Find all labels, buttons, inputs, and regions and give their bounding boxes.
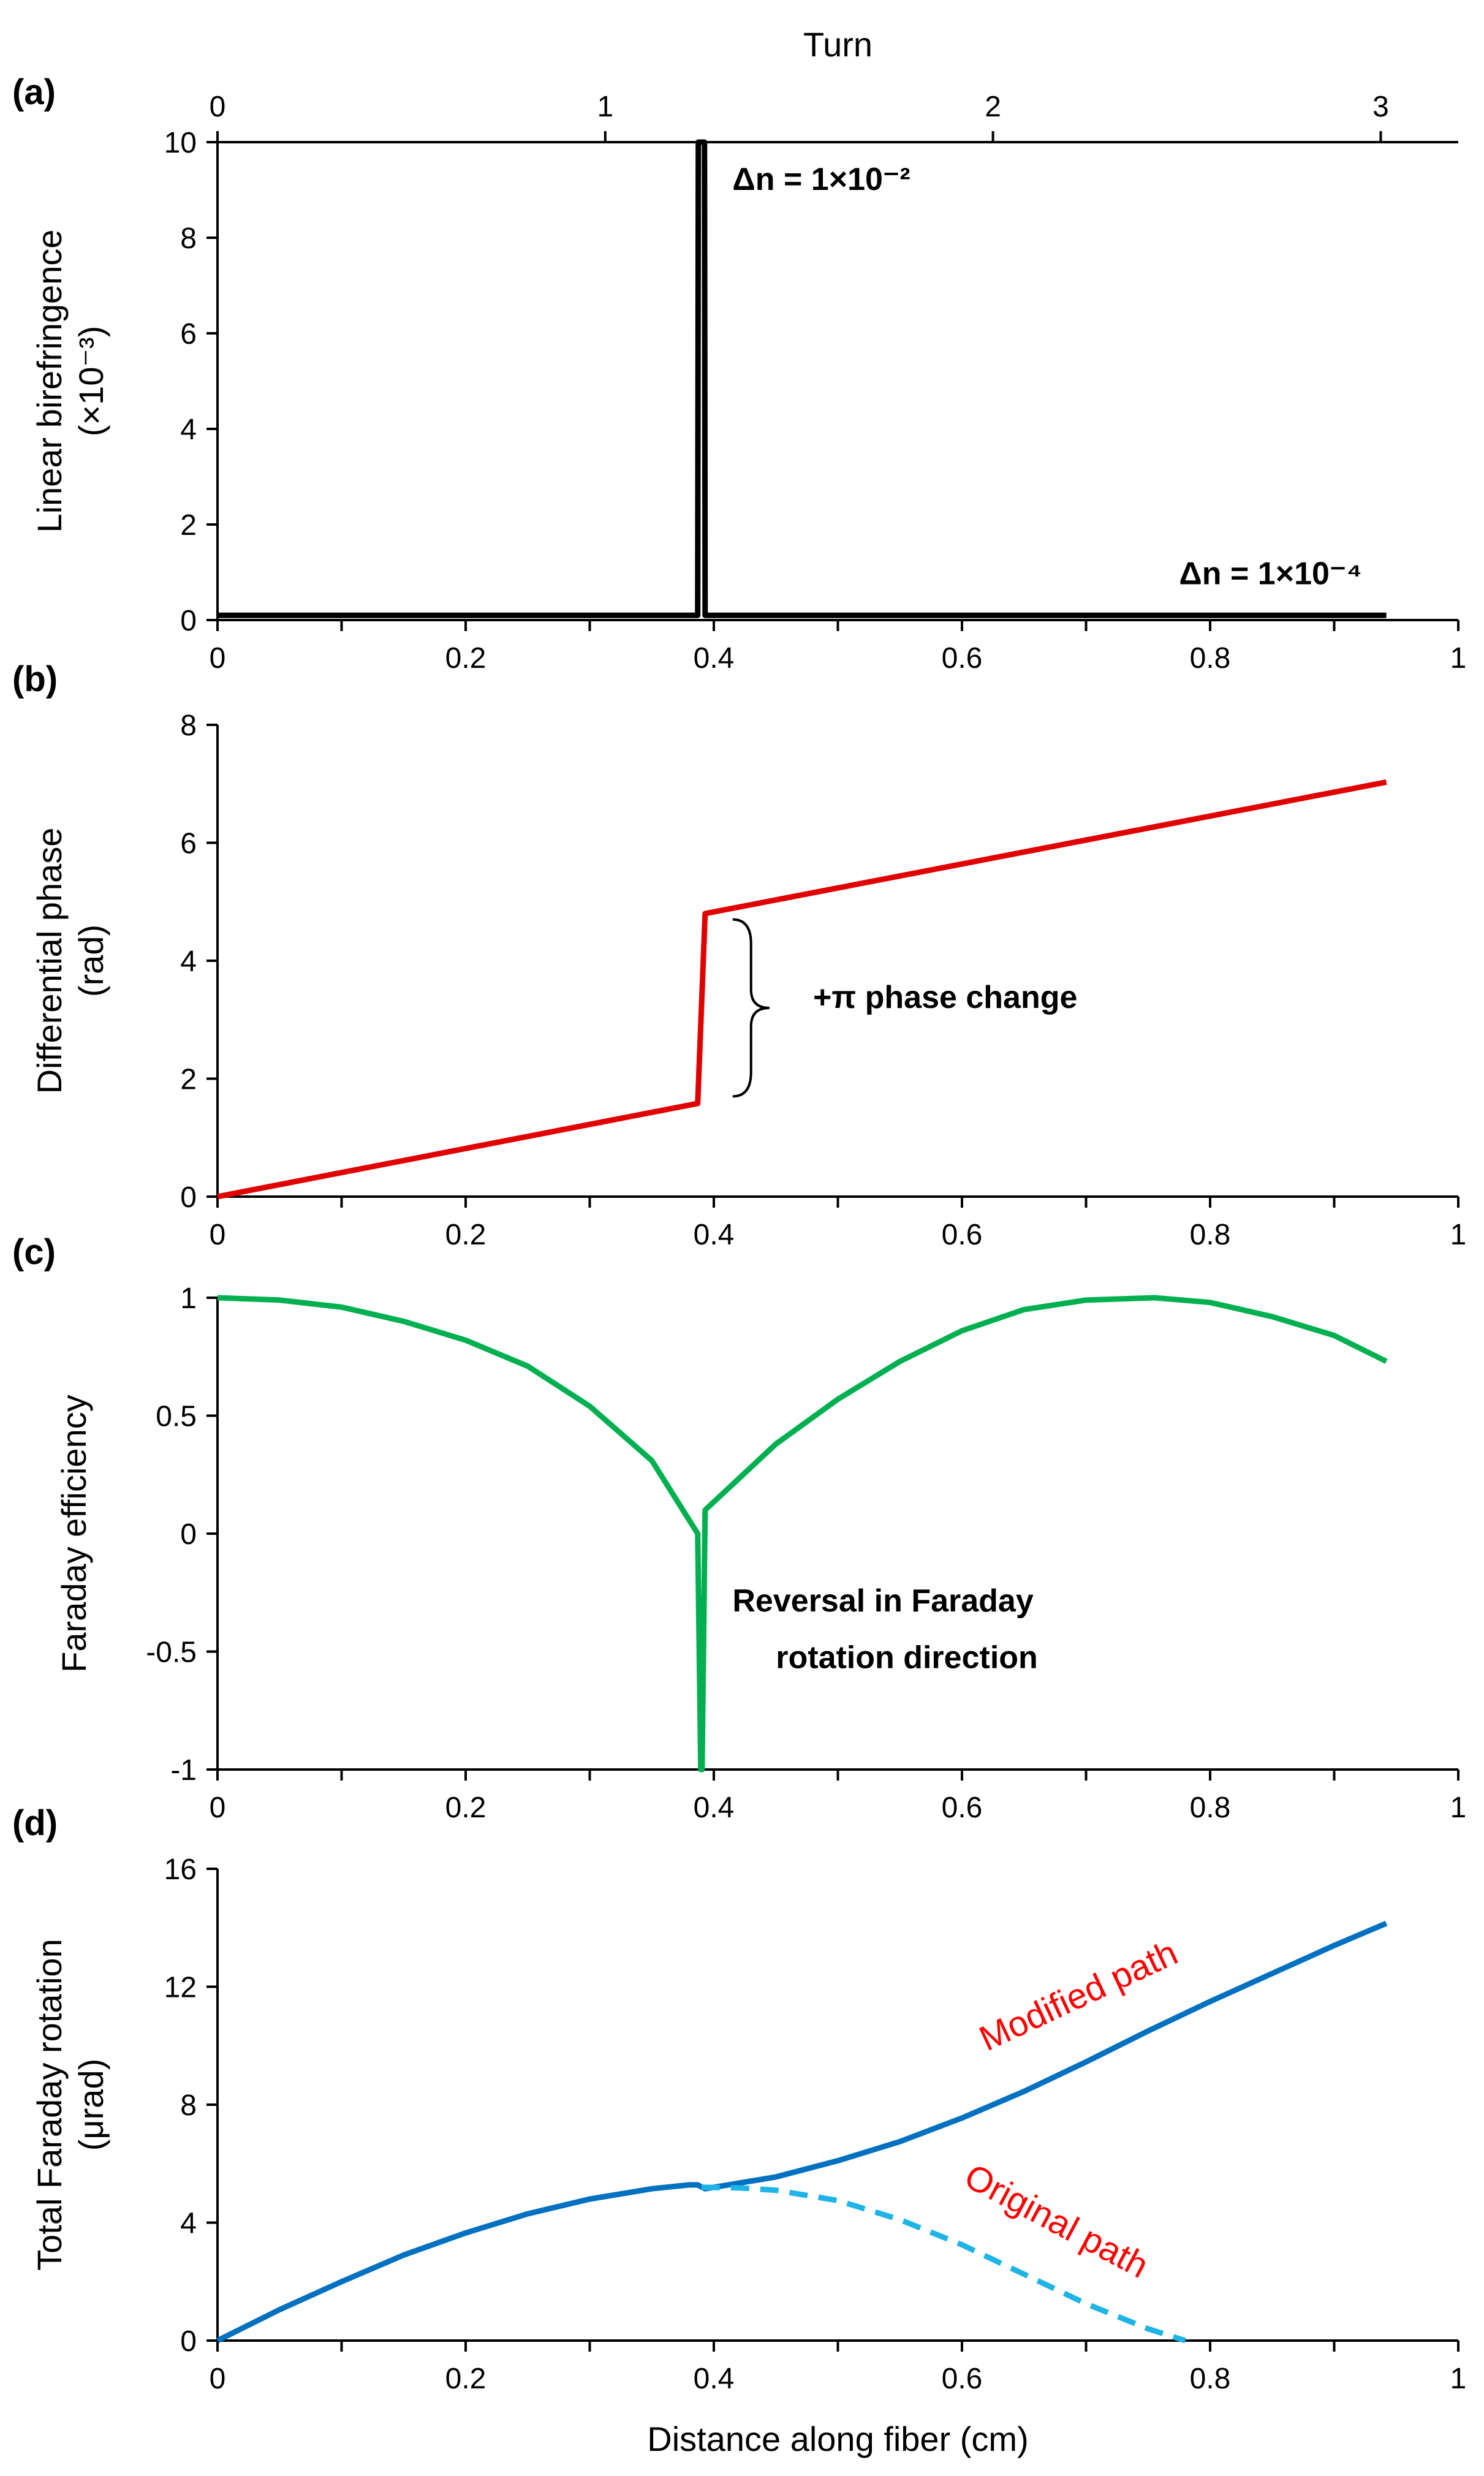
panel-b: (b) 0 2 4 6 8 0 0.2 0.4 0.6 0.8 1 Differential phase… — [12, 659, 1466, 1251]
y-tick-label-b: 6 — [180, 828, 197, 860]
series-line-differential-phase — [217, 779, 1387, 1200]
y-tick-label-d: 0 — [180, 2325, 197, 2358]
y-tick-label-a: 4 — [180, 414, 197, 446]
top-tick-label: 1 — [597, 91, 613, 123]
x-tick-label-c: 0 — [210, 1792, 226, 1824]
x-tick-label-c: 0.4 — [694, 1792, 735, 1824]
series-line-modified-path — [216, 1920, 1388, 2344]
x-tick-label-d: 0 — [210, 2363, 226, 2395]
y-tick-label-c: 0.5 — [156, 1401, 197, 1433]
annotation-c: rotation direction — [776, 1640, 1038, 1675]
y-tick-label-a: 8 — [180, 222, 197, 255]
annotation-a: Δn = 1×10⁻² — [732, 162, 910, 197]
x-tick-label-d: 0.2 — [445, 2363, 486, 2395]
y-axis-title-a: Linear birefringence — [30, 230, 69, 533]
x-tick-label-a: 0.2 — [445, 642, 486, 675]
panel-d: (d) 0 4 8 12 16 0 0.2 0.4 0.6 0.8 1 Total Faraday ro… — [12, 1803, 1466, 2458]
y-tick-label-a: 10 — [164, 127, 197, 159]
y-tick-label-a: 0 — [180, 605, 197, 637]
panel-label-b: (b) — [12, 659, 58, 699]
y-axis-title-d: (μrad) — [72, 2059, 110, 2151]
x-tick-label-a: 0 — [210, 642, 226, 675]
series-line-birefringence — [218, 139, 1387, 618]
x-axis-title: Distance along fiber (cm) — [647, 2420, 1028, 2458]
y-tick-label-c: -0.5 — [146, 1637, 197, 1669]
y-tick-label-b: 8 — [180, 710, 197, 742]
y-axis-title-c: Faraday efficiency — [55, 1395, 93, 1672]
x-tick-label-b: 0.6 — [942, 1219, 983, 1251]
x-tick-label-d: 0.8 — [1190, 2363, 1231, 2395]
y-axis-title-b: (rad) — [72, 925, 110, 997]
y-tick-label-a: 2 — [180, 509, 197, 542]
x-tick-label-c: 0.6 — [942, 1792, 983, 1824]
x-tick-label-c: 0.8 — [1190, 1792, 1231, 1824]
y-tick-label-d: 16 — [164, 1853, 197, 1886]
x-tick-label-a: 0.4 — [694, 642, 735, 675]
phase-change-brace — [732, 918, 770, 1098]
x-tick-label-b: 0.2 — [445, 1219, 486, 1251]
annotation-b: +π phase change — [813, 980, 1077, 1015]
y-axis-title-a: (×10⁻³) — [72, 326, 110, 437]
y-tick-label-d: 4 — [180, 2208, 197, 2240]
top-tick-label: 0 — [210, 91, 226, 123]
y-tick-label-a: 6 — [180, 318, 197, 350]
x-tick-label-a: 0.6 — [942, 642, 983, 675]
x-tick-label-b: 0 — [210, 1219, 226, 1251]
y-tick-label-b: 0 — [180, 1181, 197, 1214]
x-tick-label-b: 0.8 — [1190, 1219, 1231, 1251]
panel-label-d: (d) — [12, 1803, 58, 1843]
x-tick-label-b: 0.4 — [694, 1219, 735, 1251]
x-tick-label-d: 0.4 — [694, 2363, 735, 2395]
y-tick-label-b: 2 — [180, 1064, 197, 1096]
x-tick-label-d: 0.6 — [942, 2363, 983, 2395]
annotation-c: Reversal in Faraday — [732, 1583, 1033, 1619]
series-line-faraday-efficiency — [217, 1295, 1388, 1773]
series-line-original-path — [701, 2184, 1186, 2344]
panel-c: (c) -1 -0.5 0 0.5 1 0 0.2 0.4 0.6 0.8 1 Faraday effi… — [12, 1232, 1466, 1824]
y-tick-label-c: 1 — [180, 1282, 197, 1315]
annotation-d: Modified path — [974, 1933, 1184, 2059]
x-tick-label-b: 1 — [1450, 1219, 1467, 1251]
top-axis-title: Turn — [803, 25, 873, 64]
y-tick-label-b: 4 — [180, 945, 197, 978]
annotation-d: Original path — [958, 2156, 1155, 2286]
x-tick-label-c: 0.2 — [445, 1792, 486, 1824]
y-tick-label-d: 12 — [164, 1972, 197, 2004]
top-tick-label: 2 — [985, 91, 1001, 123]
y-tick-label-c: -1 — [170, 1754, 197, 1787]
panel-label-a: (a) — [12, 72, 56, 112]
x-tick-label-a: 1 — [1450, 642, 1467, 675]
y-tick-label-c: 0 — [180, 1518, 197, 1551]
y-axis-title-d: Total Faraday rotation — [30, 1939, 69, 2271]
x-tick-label-c: 1 — [1450, 1792, 1467, 1824]
x-tick-label-d: 1 — [1450, 2363, 1467, 2395]
top-tick-label: 3 — [1372, 91, 1389, 123]
x-tick-label-a: 0.8 — [1190, 642, 1231, 675]
annotation-a: Δn = 1×10⁻⁴ — [1179, 556, 1362, 592]
panel-label-c: (c) — [12, 1232, 56, 1272]
y-axis-title-b: Differential phase — [30, 828, 69, 1094]
y-tick-label-d: 8 — [180, 2089, 197, 2122]
